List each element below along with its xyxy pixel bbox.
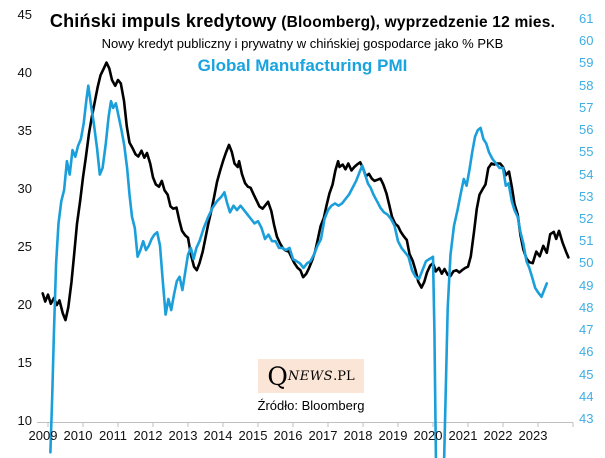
y-axis-right-tick-label: 47	[579, 322, 594, 337]
x-axis-tick-label: 2014	[203, 428, 233, 443]
pmi-line	[49, 84, 549, 458]
x-axis-tick-label: 2015	[238, 428, 268, 443]
x-axis-tick-label: 2010	[63, 428, 93, 443]
source-note: Źródło: Bloomberg	[257, 398, 365, 413]
chart-title-main: Chiński impuls kredytowy	[49, 11, 277, 31]
y-axis-right-tick-label: 58	[579, 78, 594, 93]
y-axis-left-tick-label: 25	[17, 239, 32, 254]
x-axis-tick-label: 2020	[413, 428, 443, 443]
watermark-q: Q	[267, 361, 288, 391]
x-axis-tick-label: 2023	[518, 428, 548, 443]
y-axis-right-tick-label: 53	[579, 189, 594, 204]
y-axis-left-tick-label: 15	[17, 355, 32, 370]
chart-title: Chiński impuls kredytowy (Bloomberg), wy…	[0, 11, 605, 32]
qnews-watermark: Q NEWS .PL	[258, 359, 364, 393]
chart-title-suffix: (Bloomberg), wyprzedzenie 12 mies.	[276, 14, 556, 31]
y-axis-left-tick-label: 35	[17, 123, 32, 138]
x-axis-tick-label: 2021	[448, 428, 478, 443]
watermark-news: NEWS	[287, 368, 334, 384]
y-axis-right-tick-label: 57	[579, 100, 594, 115]
y-axis-right-tick-label: 51	[579, 233, 594, 248]
y-axis-right-tick-label: 46	[579, 344, 594, 359]
y-axis-right-tick-label: 52	[579, 211, 594, 226]
x-axis-tick-label: 2016	[273, 428, 303, 443]
y-axis-right-tick-label: 43	[579, 411, 594, 426]
y-axis-right-tick-label: 61	[579, 11, 594, 26]
x-axis-tick-label: 2013	[168, 428, 198, 443]
x-axis-tick-label: 2019	[378, 428, 408, 443]
watermark-pl: .PL	[333, 368, 355, 384]
y-axis-right-tick-label: 49	[579, 278, 594, 293]
x-axis-tick-label: 2012	[133, 428, 163, 443]
y-axis-left-tick-label: 20	[17, 297, 32, 312]
pmi-series-title: Global Manufacturing PMI	[197, 56, 408, 75]
y-axis-right-tick-label: 59	[579, 55, 594, 70]
y-axis-left-tick-label: 10	[17, 413, 32, 428]
x-axis-tick-label: 2017	[308, 428, 338, 443]
x-axis-tick-label: 2022	[483, 428, 513, 443]
y-axis-right-tick-label: 60	[579, 33, 594, 48]
x-axis-tick-label: 2009	[28, 428, 58, 443]
chart-subtitle: Nowy kredyt publiczny i prywatny w chińs…	[101, 36, 504, 51]
y-axis-right-tick-label: 56	[579, 122, 594, 137]
credit-impulse-line	[41, 61, 570, 322]
y-axis-left-tick-label: 30	[17, 181, 32, 196]
y-axis-right-tick-label: 44	[579, 389, 594, 404]
x-axis-tick-label: 2018	[343, 428, 373, 443]
y-axis-left-tick-label: 40	[17, 65, 32, 80]
x-axis-tick-label: 2011	[99, 428, 127, 443]
y-axis-right-tick-label: 55	[579, 144, 594, 159]
y-axis-left-tick-label: 45	[17, 7, 32, 22]
y-axis-right-tick-label: 45	[579, 367, 594, 382]
y-axis-right-tick-label: 48	[579, 300, 594, 315]
y-axis-right-tick-label: 54	[579, 167, 594, 182]
y-axis-right-tick-label: 50	[579, 255, 594, 270]
